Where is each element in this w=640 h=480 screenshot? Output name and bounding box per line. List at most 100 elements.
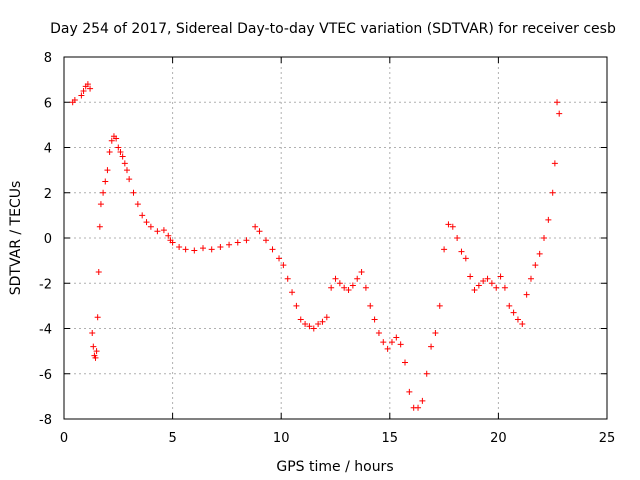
data-point — [276, 255, 283, 262]
x-tick-label: 20 — [490, 431, 507, 446]
y-tick-label: 2 — [44, 187, 52, 202]
data-point — [519, 320, 526, 327]
data-point — [458, 248, 465, 255]
x-tick-labels: 0 5 10 15 20 25 — [60, 431, 615, 446]
data-point — [471, 287, 478, 294]
data-point — [449, 223, 456, 230]
data-point — [354, 275, 361, 282]
data-point — [143, 219, 150, 226]
data-point — [445, 221, 452, 228]
data-point — [393, 334, 400, 341]
data-point — [380, 339, 387, 346]
x-tick-label: 5 — [168, 431, 176, 446]
data-point — [319, 318, 326, 325]
x-tick-label: 0 — [60, 431, 68, 446]
data-point — [89, 330, 96, 337]
data-point — [497, 273, 504, 280]
y-tick-label: 0 — [44, 232, 52, 247]
data-points — [69, 81, 563, 411]
data-point — [501, 284, 508, 291]
y-tick-label: 6 — [44, 96, 52, 111]
data-point — [428, 343, 435, 350]
x-tick-label: 25 — [599, 431, 616, 446]
data-point — [252, 223, 259, 230]
data-point — [306, 323, 313, 330]
y-tick-labels: -8 -6 -4 -2 0 2 4 6 8 — [39, 51, 52, 428]
data-point — [154, 228, 161, 235]
data-point — [165, 232, 172, 239]
data-point — [147, 223, 154, 230]
data-point — [510, 309, 517, 316]
data-point — [423, 370, 430, 377]
data-point — [328, 284, 335, 291]
data-point — [226, 241, 233, 248]
data-point — [371, 316, 378, 323]
data-point — [78, 92, 85, 99]
data-point — [208, 246, 215, 253]
data-point — [297, 316, 304, 323]
data-point — [345, 287, 352, 294]
data-point — [97, 201, 104, 208]
data-point — [436, 302, 443, 309]
x-axis-label: GPS time / hours — [276, 459, 393, 475]
chart-title: Day 254 of 2017, Sidereal Day-to-day VTE… — [50, 21, 616, 37]
data-point — [549, 189, 556, 196]
y-axis-label: SDTVAR / TECUs — [8, 181, 24, 296]
data-point — [488, 280, 495, 287]
y-tick-label: -6 — [39, 368, 52, 383]
y-tick-label: -8 — [39, 413, 52, 428]
data-point — [93, 348, 100, 355]
data-point — [402, 359, 409, 366]
y-tick-label: -4 — [39, 323, 52, 338]
data-point — [113, 135, 120, 142]
data-point — [462, 255, 469, 262]
data-point — [406, 388, 413, 395]
data-point — [90, 343, 97, 350]
data-point — [441, 246, 448, 253]
data-point — [280, 262, 287, 269]
data-point — [475, 282, 482, 289]
data-point — [310, 325, 317, 332]
data-point — [454, 235, 461, 241]
data-point — [108, 137, 115, 144]
data-point — [96, 223, 103, 230]
data-point — [80, 87, 87, 94]
data-point — [106, 149, 113, 156]
data-point — [397, 341, 404, 348]
x-tick-label: 15 — [382, 431, 399, 446]
y-tick-label: 8 — [44, 51, 52, 66]
data-point — [92, 354, 99, 361]
data-point — [191, 247, 198, 254]
data-point — [556, 110, 563, 117]
data-point — [176, 244, 183, 251]
data-point — [182, 246, 189, 253]
y-tick-label: -2 — [39, 277, 52, 292]
data-point — [293, 302, 300, 309]
data-point — [100, 189, 107, 196]
data-point — [123, 167, 130, 174]
data-point — [94, 314, 101, 321]
data-point — [332, 275, 339, 282]
data-point — [349, 282, 356, 289]
data-point — [554, 99, 561, 106]
x-tick-label: 10 — [273, 431, 290, 446]
data-point — [493, 284, 500, 291]
data-point — [419, 397, 426, 404]
data-point — [551, 160, 558, 167]
data-point — [375, 330, 382, 337]
data-point — [467, 273, 474, 280]
data-point — [269, 246, 276, 253]
data-point — [262, 237, 269, 244]
data-point — [71, 96, 78, 103]
data-point — [362, 284, 369, 291]
data-point — [243, 237, 250, 244]
data-point — [119, 153, 126, 160]
data-point — [336, 280, 343, 287]
data-point — [130, 189, 137, 196]
data-point — [256, 228, 263, 235]
plot-frame — [63, 56, 608, 420]
data-point — [545, 216, 552, 223]
grid-lines — [64, 57, 607, 419]
